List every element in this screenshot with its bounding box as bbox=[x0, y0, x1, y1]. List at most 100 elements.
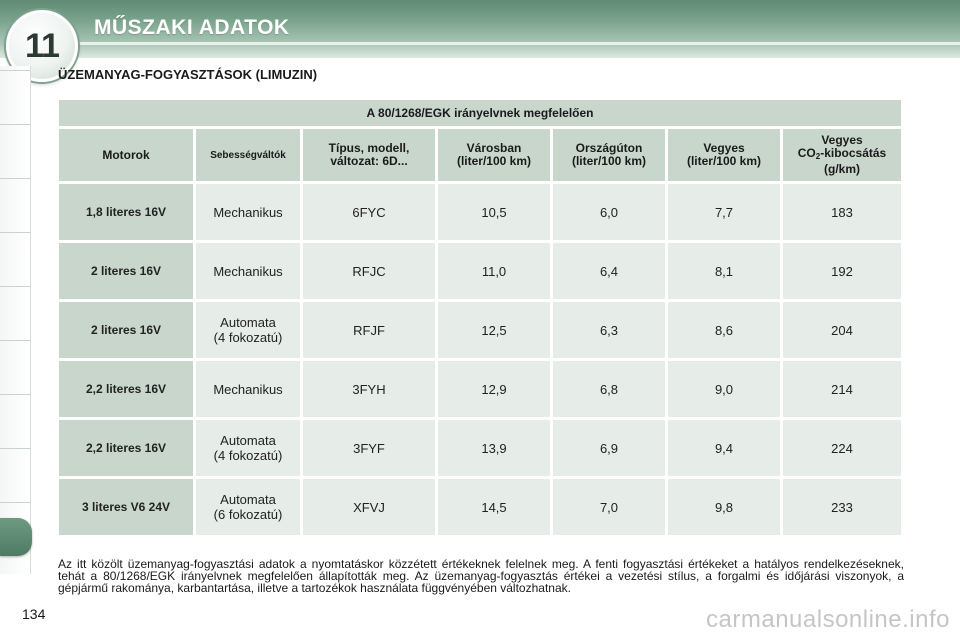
header-city-line2: (liter/100 km) bbox=[456, 154, 532, 168]
chapter-tab-active[interactable] bbox=[0, 518, 32, 556]
header-city: Városban (liter/100 km) bbox=[438, 129, 550, 181]
cell-city: 11,0 bbox=[438, 243, 550, 299]
watermark-text: carmanualsonline.info bbox=[706, 606, 950, 633]
cell-co2: 183 bbox=[783, 184, 901, 240]
table-caption: A 80/1268/EGK irányelvnek megfelelően bbox=[59, 100, 901, 126]
cell-gearbox: Mechanikus bbox=[196, 184, 300, 240]
cell-gearbox-line1: Automata bbox=[220, 433, 276, 448]
section-title: ÜZEMANYAG-FOGYASZTÁSOK (LIMUZIN) bbox=[58, 67, 318, 82]
cell-gearbox-line1: Mechanikus bbox=[213, 381, 283, 397]
cell-gearbox-line1: Mechanikus bbox=[213, 263, 283, 279]
header-gearbox: Sebességváltók bbox=[196, 129, 300, 181]
table-row: 3 literes V6 24V Automata (6 fokozatú) XF… bbox=[59, 479, 901, 535]
cell-gearbox-line2: (6 fokozatú) bbox=[213, 507, 283, 522]
footnote-text: Az itt közölt üzemanyag-fogyasztási adat… bbox=[58, 557, 904, 595]
chapter-tab-divider bbox=[0, 394, 30, 395]
cell-mixed: 9,0 bbox=[668, 361, 780, 417]
header-co2-subscript: 2 bbox=[815, 152, 821, 161]
cell-motor: 2,2 literes 16V bbox=[59, 361, 193, 417]
cell-mixed: 8,6 bbox=[668, 302, 780, 358]
cell-co2: 214 bbox=[783, 361, 901, 417]
cell-mixed: 8,1 bbox=[668, 243, 780, 299]
cell-city: 13,9 bbox=[438, 420, 550, 476]
cell-mixed: 9,8 bbox=[668, 479, 780, 535]
cell-type: RFJC bbox=[303, 243, 435, 299]
chapter-tab-divider bbox=[0, 232, 30, 233]
cell-city: 10,5 bbox=[438, 184, 550, 240]
chapter-title: MŰSZAKI ADATOK bbox=[94, 16, 290, 39]
cell-co2: 233 bbox=[783, 479, 901, 535]
fuel-consumption-table: A 80/1268/EGK irányelvnek megfelelően Mo… bbox=[56, 97, 904, 538]
chapter-tab-divider bbox=[0, 70, 30, 71]
header-motor: Motorok bbox=[59, 129, 193, 181]
chapter-number: 11 bbox=[25, 26, 60, 65]
cell-gearbox-line2: (4 fokozatú) bbox=[213, 448, 283, 463]
cell-road: 6,9 bbox=[553, 420, 665, 476]
cell-co2: 192 bbox=[783, 243, 901, 299]
cell-road: 7,0 bbox=[553, 479, 665, 535]
header-divider bbox=[40, 42, 960, 45]
chapter-tab-divider bbox=[0, 286, 30, 287]
cell-type: 6FYC bbox=[303, 184, 435, 240]
table-header-row: Motorok Sebességváltók Típus, modell, vá… bbox=[59, 129, 901, 181]
cell-type: 3FYF bbox=[303, 420, 435, 476]
header-mixed: Vegyes (liter/100 km) bbox=[668, 129, 780, 181]
cell-motor: 2 literes 16V bbox=[59, 302, 193, 358]
cell-motor: 3 literes V6 24V bbox=[59, 479, 193, 535]
cell-motor: 2 literes 16V bbox=[59, 243, 193, 299]
cell-road: 6,0 bbox=[553, 184, 665, 240]
table-row: 1,8 literes 16V Mechanikus 6FYC 10,5 6,0… bbox=[59, 184, 901, 240]
chapter-tab-divider bbox=[0, 124, 30, 125]
chapter-tab-divider bbox=[0, 178, 30, 179]
cell-road: 6,3 bbox=[553, 302, 665, 358]
header-band bbox=[0, 0, 960, 58]
chapter-tab-divider bbox=[0, 502, 30, 503]
cell-mixed: 7,7 bbox=[668, 184, 780, 240]
header-co2-prefix: CO bbox=[797, 146, 816, 160]
cell-motor: 2,2 literes 16V bbox=[59, 420, 193, 476]
table-row: 2,2 literes 16V Mechanikus 3FYH 12,9 6,8… bbox=[59, 361, 901, 417]
header-road-line1: Országúton bbox=[575, 141, 643, 155]
cell-gearbox-line2: (4 fokozatú) bbox=[213, 330, 283, 345]
cell-gearbox-line1: Automata bbox=[220, 492, 276, 507]
cell-type: XFVJ bbox=[303, 479, 435, 535]
header-mixed-line1: Vegyes bbox=[703, 141, 745, 155]
header-co2: Vegyes CO2-kibocsátás (g/km) bbox=[783, 129, 901, 181]
header-road-line2: (liter/100 km) bbox=[571, 154, 647, 168]
table-row: 2 literes 16V Mechanikus RFJC 11,0 6,4 8… bbox=[59, 243, 901, 299]
cell-gearbox-line1: Automata bbox=[220, 315, 276, 330]
page-number: 134 bbox=[22, 606, 46, 622]
cell-type: 3FYH bbox=[303, 361, 435, 417]
chapter-tab-strip bbox=[0, 66, 31, 574]
cell-co2: 204 bbox=[783, 302, 901, 358]
header-co2-line1: Vegyes bbox=[821, 133, 863, 147]
table-row: 2 literes 16V Automata (4 fokozatú) RFJF … bbox=[59, 302, 901, 358]
cell-gearbox: Automata (6 fokozatú) bbox=[196, 479, 300, 535]
header-city-line1: Városban bbox=[466, 141, 522, 155]
cell-city: 12,9 bbox=[438, 361, 550, 417]
cell-city: 12,5 bbox=[438, 302, 550, 358]
chapter-tab-divider bbox=[0, 448, 30, 449]
cell-type: RFJF bbox=[303, 302, 435, 358]
header-co2-line2: CO2-kibocsátás bbox=[785, 147, 899, 163]
cell-gearbox: Automata (4 fokozatú) bbox=[196, 302, 300, 358]
cell-road: 6,8 bbox=[553, 361, 665, 417]
table-row: 2,2 literes 16V Automata (4 fokozatú) 3FY… bbox=[59, 420, 901, 476]
header-co2-suffix: -kibocsátás bbox=[820, 146, 887, 160]
cell-gearbox-line1: Mechanikus bbox=[213, 204, 283, 220]
header-road: Országúton (liter/100 km) bbox=[553, 129, 665, 181]
cell-city: 14,5 bbox=[438, 479, 550, 535]
cell-mixed: 9,4 bbox=[668, 420, 780, 476]
header-type-line2: változat: 6D... bbox=[330, 154, 408, 168]
cell-co2: 224 bbox=[783, 420, 901, 476]
cell-gearbox: Mechanikus bbox=[196, 361, 300, 417]
cell-motor: 1,8 literes 16V bbox=[59, 184, 193, 240]
cell-gearbox: Automata (4 fokozatú) bbox=[196, 420, 300, 476]
header-co2-line3: (g/km) bbox=[824, 162, 860, 176]
header-type-line1: Típus, modell, bbox=[328, 141, 410, 155]
cell-gearbox: Mechanikus bbox=[196, 243, 300, 299]
header-type: Típus, modell, változat: 6D... bbox=[303, 129, 435, 181]
cell-road: 6,4 bbox=[553, 243, 665, 299]
header-mixed-line2: (liter/100 km) bbox=[686, 154, 762, 168]
chapter-tab-divider bbox=[0, 340, 30, 341]
